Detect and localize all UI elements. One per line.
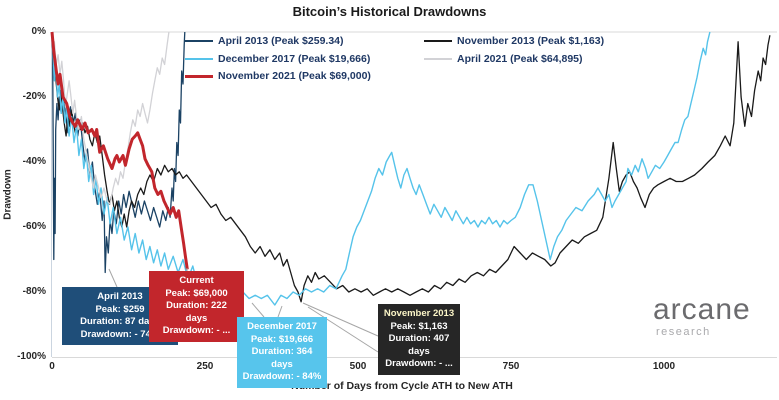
series-line-november-2021 <box>50 31 189 270</box>
annotation-line: Peak: $19,666 <box>250 333 314 345</box>
legend-label: November 2013 (Peak $1,163) <box>457 35 605 47</box>
annotation-box-december-2017: December 2017 Peak: $19,666 Duration: 364 … <box>237 317 327 388</box>
annotation-line: Drawdown: - 84% <box>242 371 322 382</box>
legend-label: December 2017 (Peak $19,666) <box>218 52 371 65</box>
annotation-line: Duration: 87 days <box>80 316 160 327</box>
legend-swatch <box>424 57 452 60</box>
annotation-line: Peak: $1,163 <box>390 320 448 332</box>
x-tick-label: 500 <box>349 361 367 372</box>
annotation-line: Duration: 407 <box>388 333 450 344</box>
chart-title: Bitcoin’s Historical Drawdowns <box>292 4 487 19</box>
legend-swatch <box>185 40 213 42</box>
annotation-line: Drawdown: - 74% <box>80 328 160 340</box>
legend-item-april-2013: April 2013 (Peak $259.34) <box>185 34 344 48</box>
series-line-april-2013 <box>51 31 186 274</box>
y-tick-label: -40% <box>22 156 46 167</box>
callout-line-november-2013-0 <box>302 302 379 337</box>
annotation-line: days <box>408 345 430 357</box>
annotation-box-november-2013: November 2013 Peak: $1,163 Duration: 407 da… <box>378 304 460 375</box>
callout-line-december-2017-1 <box>277 305 283 318</box>
x-tick-label: 750 <box>502 361 520 372</box>
x-tick-label: 1000 <box>652 361 676 372</box>
callout-line-december-2017-0 <box>251 302 265 318</box>
annotation-line: days <box>185 312 208 324</box>
y-tick-label: -100% <box>17 351 46 362</box>
x-tick-label: 250 <box>196 361 214 372</box>
y-tick-label: 0% <box>31 26 46 37</box>
arcane-logo: arcane research <box>653 295 751 338</box>
annotation-title: December 2017 <box>247 321 317 332</box>
legend-swatch <box>185 57 213 60</box>
y-tick-label: -60% <box>22 221 46 232</box>
annotation-title: Current <box>179 275 214 286</box>
legend-item-november-2013: November 2013 (Peak $1,163) <box>424 34 604 48</box>
annotation-line: Duration: 364 days <box>251 346 313 370</box>
series-line-december-2017 <box>51 31 711 306</box>
y-tick-label: -20% <box>22 91 46 102</box>
logo-wordmark: arcane <box>653 293 751 326</box>
legend-swatch <box>424 40 452 42</box>
y-tick-label: -80% <box>22 286 46 297</box>
legend-item-november-2021: November 2021 (Peak $69,000) <box>185 69 371 83</box>
annotation-line: Drawdown: - ... <box>385 358 453 369</box>
annotation-line: Duration: 222 <box>166 300 227 311</box>
annotation-title: April 2013 <box>97 291 143 302</box>
annotation-title: November 2013 <box>383 308 455 319</box>
legend-swatch <box>185 74 213 78</box>
legend-label: April 2021 (Peak $64,895) <box>457 52 583 65</box>
x-tick-label: 0 <box>49 361 55 372</box>
annotation-box-current: Current Peak: $69,000 Duration: 222 days Dra… <box>149 271 244 342</box>
annotation-line: Peak: $69,000 <box>165 287 228 299</box>
annotation-line: Peak: $259 <box>95 303 145 315</box>
x-axis-title: Number of Days from Cycle ATH to New ATH <box>291 380 513 392</box>
callout-line-april-2013-0 <box>108 268 118 288</box>
callout-line-november-2013-1 <box>307 306 379 353</box>
legend-label: November 2021 (Peak $69,000) <box>218 70 371 82</box>
annotation-line: Drawdown: - ... <box>162 325 231 336</box>
legend-item-april-2021: April 2021 (Peak $64,895) <box>424 52 583 66</box>
logo-subtitle: research <box>656 326 711 338</box>
legend-item-december-2017: December 2017 (Peak $19,666) <box>185 52 370 66</box>
legend-label: April 2013 (Peak $259.34) <box>218 35 344 47</box>
